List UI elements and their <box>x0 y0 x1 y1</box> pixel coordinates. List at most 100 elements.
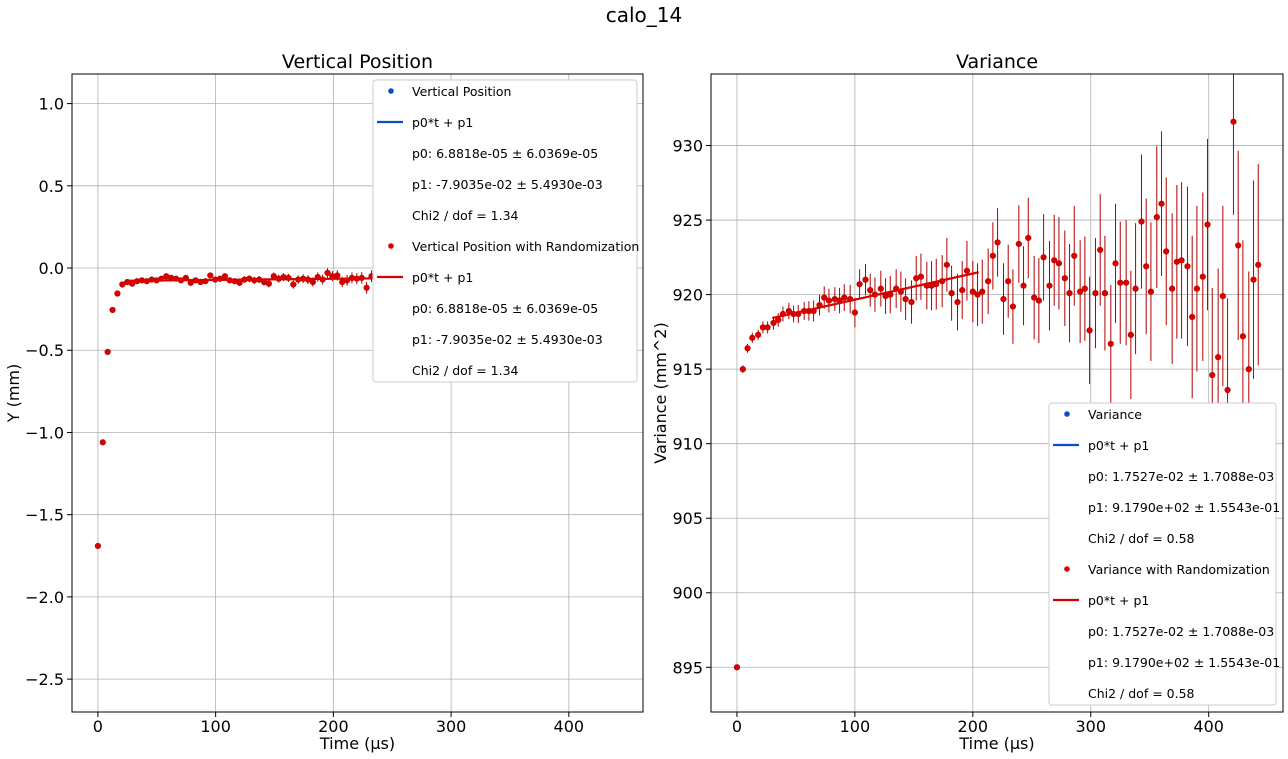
var-data-point <box>1108 341 1114 347</box>
var-data-point <box>990 253 996 259</box>
var-data-point <box>1123 280 1129 286</box>
vpos-y-axis-label: Y (mm) <box>4 364 23 424</box>
var-data-point <box>841 295 847 301</box>
vpos-y-tick-label: −0.5 <box>25 341 64 360</box>
var-data-point <box>1255 262 1261 268</box>
var-data-point <box>964 268 970 274</box>
var-y-tick-label: 905 <box>672 509 703 528</box>
vpos-data-point <box>325 270 331 276</box>
var-legend-entry: Chi2 / dof = 0.58 <box>1088 531 1195 546</box>
vpos-legend-entry: Vertical Position with Randomization <box>412 239 639 254</box>
vpos-data-point <box>100 440 106 446</box>
var-data-point <box>1016 241 1022 247</box>
var-legend-entry: Chi2 / dof = 0.58 <box>1088 686 1195 701</box>
var-legend-entry: p1: 9.1790e+02 ± 1.5543e-01 <box>1088 655 1280 670</box>
var-data-point <box>1240 334 1246 340</box>
var-data-point <box>1220 293 1226 299</box>
var-data-point <box>1209 372 1215 378</box>
var-legend-entry: p0: 1.7527e-02 ± 1.7088e-03 <box>1088 469 1274 484</box>
var-data-point <box>1071 253 1077 259</box>
vpos-legend-entry: Chi2 / dof = 1.34 <box>412 208 519 223</box>
var-x-tick-label: 300 <box>1075 717 1106 736</box>
vpos-y-tick-label: −1.0 <box>25 423 64 442</box>
var-data-point <box>1005 278 1011 284</box>
variance-plot: 0 100 200 300 400930925920915910905900895Var… <box>651 29 1283 753</box>
var-data-point <box>1205 222 1211 228</box>
var-data-point <box>1010 304 1016 310</box>
var-data-point <box>1067 290 1073 296</box>
var-legend-entry: p0*t + p1 <box>1088 593 1149 608</box>
vpos-data-point <box>291 282 297 288</box>
var-data-point <box>1143 263 1149 269</box>
var-legend: Variance p0*t + p1 p0: 1.7527e-02 ± 1.7088… <box>1049 403 1280 705</box>
var-data-point <box>1047 283 1053 289</box>
var-data-point <box>955 299 961 305</box>
vpos-data-point <box>222 273 228 279</box>
var-data-point <box>944 262 950 268</box>
var-data-point <box>765 325 771 331</box>
var-data-point <box>1041 255 1047 261</box>
var-y-tick-label: 900 <box>672 584 703 603</box>
vpos-legend-entry: p1: -7.9035e-02 ± 5.4930e-03 <box>412 177 603 192</box>
var-data-point <box>740 366 746 372</box>
var-data-point <box>852 310 858 316</box>
var-legend-entry: p0: 1.7527e-02 ± 1.7088e-03 <box>1088 624 1274 639</box>
var-data-point <box>826 298 832 304</box>
vpos-x-tick-label: 400 <box>554 717 585 736</box>
var-legend-marker-dot <box>1064 566 1070 572</box>
var-data-point <box>918 274 924 280</box>
var-data-point <box>1215 354 1221 360</box>
var-data-point <box>1163 249 1169 255</box>
vpos-y-tick-label: 1.0 <box>39 95 64 114</box>
vpos-data-point <box>335 273 341 279</box>
vpos-legend-entry: p0*t + p1 <box>412 270 473 285</box>
var-data-point <box>1036 298 1042 304</box>
vpos-data-point <box>207 273 213 279</box>
var-data-point <box>1087 328 1093 334</box>
vpos-legend: Vertical Position p0*t + p1 p0: 6.8818e-05… <box>373 80 639 382</box>
vpos-y-tick-label: 0.0 <box>39 259 64 278</box>
var-data-point <box>734 664 740 670</box>
var-data-point <box>1231 119 1237 125</box>
var-y-tick-label: 920 <box>672 286 703 305</box>
vpos-data-point <box>110 307 116 313</box>
var-data-point <box>1235 243 1241 249</box>
vpos-data-point <box>95 543 101 549</box>
var-y-tick-label: 925 <box>672 211 703 230</box>
vpos-data-point <box>266 281 272 287</box>
vpos-data-point <box>115 291 121 297</box>
var-data-point <box>1021 283 1027 289</box>
vpos-data-point <box>105 349 111 355</box>
var-legend-entry: Variance with Randomization <box>1088 562 1270 577</box>
var-x-tick-label: 400 <box>1193 717 1224 736</box>
vpos-x-tick-label: 300 <box>436 717 467 736</box>
vpos-y-tick-label: −1.5 <box>25 506 64 525</box>
var-x-axis-label: Time (µs) <box>958 734 1034 753</box>
var-data-point <box>1056 261 1062 267</box>
var-data-point <box>1001 296 1007 302</box>
var-data-point <box>909 299 915 305</box>
var-data-point <box>1025 235 1031 241</box>
var-legend-entry: Variance <box>1088 407 1142 422</box>
var-data-point <box>1154 214 1160 220</box>
var-x-tick-label: 0 <box>732 717 742 736</box>
vpos-legend-entry: p0: 6.8818e-05 ± 6.0369e-05 <box>412 146 598 161</box>
var-data-point <box>985 278 991 284</box>
var-data-point <box>1097 247 1103 253</box>
var-y-tick-label: 910 <box>672 435 703 454</box>
var-y-tick-label: 915 <box>672 360 703 379</box>
vpos-data-point <box>237 280 243 286</box>
vpos-legend-entry: p0*t + p1 <box>412 115 473 130</box>
var-data-point <box>745 345 751 351</box>
var-data-point <box>1200 274 1206 280</box>
var-legend-entry: p1: 9.1790e+02 ± 1.5543e-01 <box>1088 500 1280 515</box>
vpos-x-axis-label: Time (µs) <box>319 734 395 753</box>
vpos-x-tick-label: 0 <box>93 717 103 736</box>
var-data-point <box>867 287 873 293</box>
var-data-point <box>1102 290 1108 296</box>
var-data-point <box>1128 332 1134 338</box>
var-data-point <box>1093 290 1099 296</box>
vpos-legend-entry: Chi2 / dof = 1.34 <box>412 363 519 378</box>
var-data-point <box>903 296 909 302</box>
